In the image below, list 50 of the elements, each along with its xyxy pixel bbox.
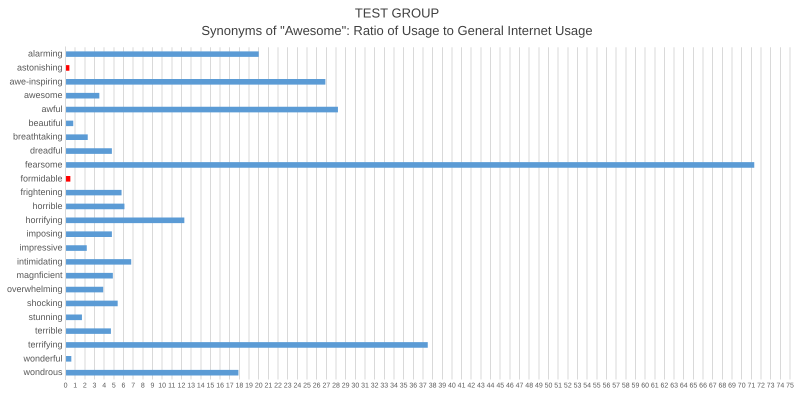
y-tick-label: magnficient — [16, 270, 64, 280]
bar — [66, 204, 124, 210]
bar — [66, 342, 428, 348]
y-tick-label: horrifying — [26, 214, 63, 225]
bar — [66, 162, 754, 168]
y-tick-label: awesome — [24, 90, 63, 100]
bar — [66, 259, 132, 265]
y-tick-label: awful — [42, 104, 63, 114]
bar — [66, 190, 122, 196]
bar — [66, 272, 113, 279]
bar — [66, 314, 82, 320]
y-tick-label: terrifying — [28, 339, 63, 350]
bar — [66, 148, 112, 154]
chart-title: TEST GROUP — [354, 5, 440, 20]
y-tick-label: alarming — [28, 48, 63, 59]
bar — [66, 51, 259, 57]
bar — [66, 79, 326, 85]
bar — [66, 134, 88, 140]
y-tick-label: astonishing — [16, 62, 63, 72]
bar — [66, 370, 238, 376]
y-tick-label: overwhelming — [6, 284, 63, 294]
y-tick-label: imposing — [26, 228, 63, 239]
y-tick-label: awe-inspiring — [9, 76, 63, 86]
bar — [66, 106, 338, 112]
y-tick-label: breathtaking — [12, 132, 63, 142]
y-tick-label: wondrous — [22, 367, 64, 378]
chart-subtitle: Synonyms of "Awesome": Ratio of Usage to General Internet Usage — [201, 22, 593, 38]
bar — [66, 120, 74, 126]
y-tick-label: wonderful — [22, 353, 63, 364]
y-tick-label: frightening — [20, 187, 63, 198]
y-tick-label: terrible — [35, 326, 63, 336]
y-tick-label: shocking — [26, 298, 63, 308]
bar — [66, 218, 184, 224]
bar — [66, 176, 70, 182]
bar — [66, 245, 87, 251]
bar — [66, 328, 111, 334]
bar — [66, 286, 104, 292]
bar — [66, 231, 112, 237]
y-tick-label: dreadful — [30, 146, 63, 156]
bar — [66, 92, 100, 98]
y-tick-label: formidable — [20, 173, 63, 184]
bar — [66, 300, 118, 306]
y-tick-label: intimidating — [16, 256, 63, 266]
y-tick-label: fearsome — [24, 159, 63, 170]
bar — [66, 65, 70, 71]
y-tick-label: horrible — [32, 200, 63, 211]
y-tick-label: stunning — [28, 312, 63, 322]
y-tick-label: beautiful — [28, 118, 63, 128]
y-tick-label: impressive — [20, 242, 63, 253]
bar — [66, 356, 72, 362]
